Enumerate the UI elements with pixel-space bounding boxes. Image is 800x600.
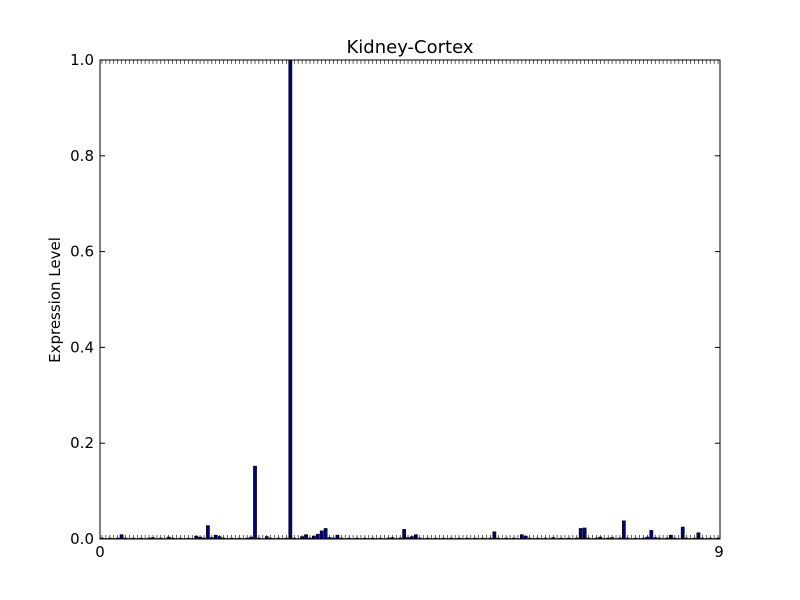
bar [288, 59, 293, 540]
y-ticks: 0.0 0.2 0.4 0.6 0.8 1.0 [70, 51, 720, 548]
bar [253, 465, 257, 540]
y-tick-label: 0.8 [70, 147, 94, 165]
chart-title: Kidney-Cortex [347, 37, 474, 58]
plot-area-frame [99, 59, 721, 540]
y-tick-label: 0.4 [70, 338, 94, 356]
y-tick-label: 0.0 [70, 530, 94, 548]
bars [100, 59, 720, 540]
y-tick-label: 1.0 [70, 51, 94, 69]
x-tick-label-last: 9 [714, 543, 724, 561]
y-tick-label: 0.6 [70, 243, 94, 261]
y-tick-label: 0.2 [70, 434, 94, 452]
x-ticks [101, 60, 719, 539]
x-tick-label-first: 0 [95, 543, 105, 561]
y-axis-label: Expression Level [46, 237, 64, 363]
